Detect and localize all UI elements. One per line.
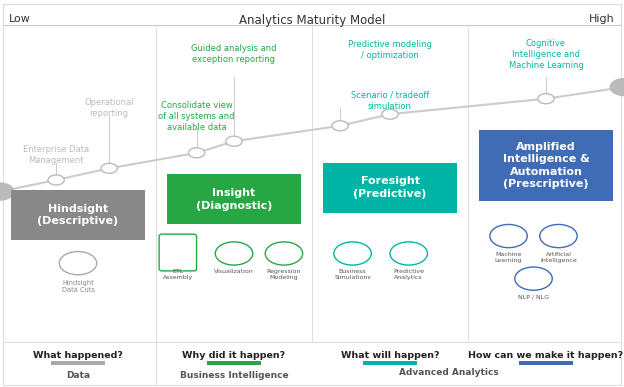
Text: Predictive modeling
/ optimization: Predictive modeling / optimization: [348, 40, 432, 60]
Text: High: High: [589, 14, 615, 24]
FancyBboxPatch shape: [167, 174, 301, 224]
FancyBboxPatch shape: [159, 234, 197, 271]
Text: Data: Data: [66, 371, 90, 380]
FancyBboxPatch shape: [363, 361, 417, 365]
Text: Why did it happen?: Why did it happen?: [182, 351, 286, 360]
FancyBboxPatch shape: [479, 130, 613, 201]
Circle shape: [334, 242, 371, 265]
Circle shape: [515, 267, 552, 290]
Circle shape: [265, 242, 303, 265]
Circle shape: [390, 242, 427, 265]
Text: Business Intelligence: Business Intelligence: [180, 371, 288, 380]
Text: Advanced Analytics: Advanced Analytics: [399, 368, 499, 377]
Text: Foresight
(Predictive): Foresight (Predictive): [353, 176, 427, 199]
Circle shape: [188, 148, 205, 158]
Circle shape: [382, 109, 398, 119]
Circle shape: [101, 163, 117, 173]
Text: Guided analysis and
exception reporting: Guided analysis and exception reporting: [191, 44, 277, 64]
Circle shape: [59, 252, 97, 275]
Text: Enterprise Data
Management: Enterprise Data Management: [23, 145, 89, 165]
Text: How can we make it happen?: How can we make it happen?: [469, 351, 623, 360]
Text: What will happen?: What will happen?: [341, 351, 439, 360]
FancyBboxPatch shape: [519, 361, 573, 365]
Text: What happened?: What happened?: [33, 351, 123, 360]
Circle shape: [0, 183, 14, 200]
Text: Machine
Learning: Machine Learning: [495, 252, 522, 263]
Text: Hindsight
Data Cuts: Hindsight Data Cuts: [62, 280, 94, 293]
Text: Hindsight
(Descriptive): Hindsight (Descriptive): [37, 204, 119, 226]
FancyBboxPatch shape: [51, 361, 104, 365]
Text: Cognitive
Intelligence and
Machine Learning: Cognitive Intelligence and Machine Learn…: [509, 39, 583, 70]
Text: Insight
(Diagnostic): Insight (Diagnostic): [196, 188, 272, 211]
Circle shape: [610, 79, 624, 96]
FancyBboxPatch shape: [207, 361, 261, 365]
FancyBboxPatch shape: [323, 163, 457, 213]
Circle shape: [215, 242, 253, 265]
Circle shape: [490, 224, 527, 248]
Text: Scenario / tradeoff
simulation: Scenario / tradeoff simulation: [351, 91, 429, 111]
Circle shape: [538, 94, 554, 104]
Circle shape: [540, 224, 577, 248]
Text: Predictive
Analytics: Predictive Analytics: [393, 269, 424, 280]
Circle shape: [332, 121, 348, 131]
Circle shape: [226, 136, 242, 146]
Text: Artificial
Intelligence: Artificial Intelligence: [540, 252, 577, 263]
Text: Operational
reporting: Operational reporting: [84, 98, 134, 118]
Text: Low: Low: [9, 14, 31, 24]
FancyBboxPatch shape: [11, 190, 145, 240]
Text: Amplified
Intelligence &
Automation
(Prescriptive): Amplified Intelligence & Automation (Pre…: [502, 142, 590, 189]
Text: Regression
Modeling: Regression Modeling: [266, 269, 301, 280]
Text: Consolidate view
of all systems and
available data: Consolidate view of all systems and avai…: [158, 101, 235, 132]
Text: NLP / NLG: NLP / NLG: [518, 295, 549, 300]
Text: Analytics Maturity Model: Analytics Maturity Model: [239, 14, 385, 27]
Circle shape: [48, 175, 64, 185]
Text: Business
Simulations: Business Simulations: [334, 269, 371, 280]
Text: Visualization: Visualization: [214, 269, 254, 274]
Text: ETL
Assembly: ETL Assembly: [163, 269, 193, 280]
